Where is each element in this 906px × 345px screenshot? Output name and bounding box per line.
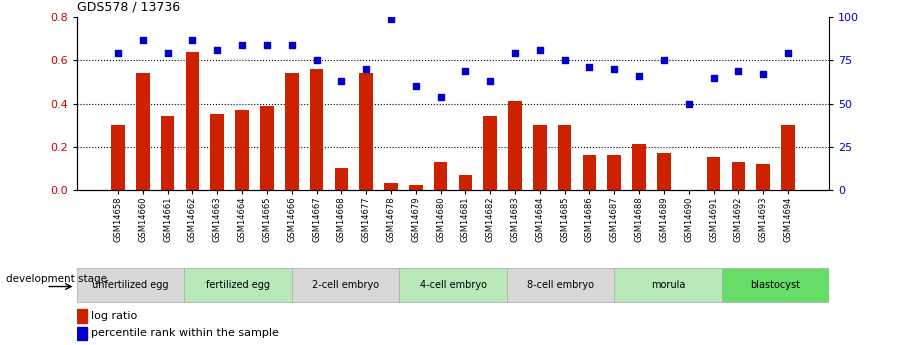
Point	[507, 51, 522, 56]
Point	[731, 68, 746, 73]
Point	[583, 65, 597, 70]
Point	[284, 42, 299, 48]
Point	[185, 37, 199, 42]
Point	[657, 58, 671, 63]
Bar	[533, 125, 546, 190]
Bar	[632, 145, 646, 190]
Point	[707, 75, 721, 80]
Point	[235, 42, 249, 48]
Bar	[236, 110, 249, 190]
Point	[359, 66, 373, 72]
Point	[111, 51, 125, 56]
Point	[409, 83, 423, 89]
Point	[309, 58, 323, 63]
Bar	[731, 162, 745, 190]
Point	[160, 51, 175, 56]
Point	[557, 58, 572, 63]
Point	[631, 73, 646, 79]
Bar	[284, 73, 299, 190]
Bar	[607, 155, 622, 190]
Point	[334, 78, 349, 84]
FancyBboxPatch shape	[721, 268, 829, 302]
Point	[260, 42, 275, 48]
Bar	[310, 69, 323, 190]
Text: morula: morula	[651, 280, 685, 289]
FancyBboxPatch shape	[614, 268, 721, 302]
Point	[136, 37, 150, 42]
Bar	[161, 117, 175, 190]
Bar	[186, 52, 199, 190]
Bar	[334, 168, 348, 190]
Bar	[384, 183, 398, 190]
Point	[607, 66, 622, 72]
Bar	[434, 162, 448, 190]
Bar	[781, 125, 795, 190]
Text: percentile rank within the sample: percentile rank within the sample	[91, 328, 278, 338]
Bar	[360, 73, 373, 190]
Point	[384, 16, 399, 22]
Bar	[458, 175, 472, 190]
Text: 2-cell embryo: 2-cell embryo	[312, 280, 379, 289]
Text: development stage: development stage	[6, 274, 107, 284]
Bar	[77, 309, 87, 323]
Bar	[757, 164, 770, 190]
Text: 8-cell embryo: 8-cell embryo	[527, 280, 594, 289]
Text: blastocyst: blastocyst	[750, 280, 800, 289]
Bar	[508, 101, 522, 190]
Text: log ratio: log ratio	[91, 311, 137, 321]
Bar	[657, 153, 670, 190]
FancyBboxPatch shape	[77, 268, 185, 302]
Text: unfertilized egg: unfertilized egg	[92, 280, 169, 289]
Point	[533, 47, 547, 53]
Text: 4-cell embryo: 4-cell embryo	[419, 280, 487, 289]
Bar	[583, 155, 596, 190]
Bar	[111, 125, 125, 190]
Bar	[77, 327, 87, 340]
Point	[781, 51, 795, 56]
Bar	[484, 117, 497, 190]
Point	[681, 101, 696, 106]
Text: GDS578 / 13736: GDS578 / 13736	[77, 1, 180, 14]
Bar	[136, 73, 149, 190]
FancyBboxPatch shape	[506, 268, 614, 302]
Bar	[558, 125, 572, 190]
Point	[210, 47, 225, 53]
Text: fertilized egg: fertilized egg	[207, 280, 270, 289]
FancyBboxPatch shape	[292, 268, 400, 302]
Bar	[409, 186, 422, 190]
Bar	[260, 106, 274, 190]
FancyBboxPatch shape	[400, 268, 506, 302]
Bar	[707, 157, 720, 190]
FancyBboxPatch shape	[185, 268, 292, 302]
Point	[458, 68, 473, 73]
Bar	[210, 114, 224, 190]
Point	[483, 78, 497, 84]
Point	[756, 71, 770, 77]
Point	[433, 94, 448, 99]
